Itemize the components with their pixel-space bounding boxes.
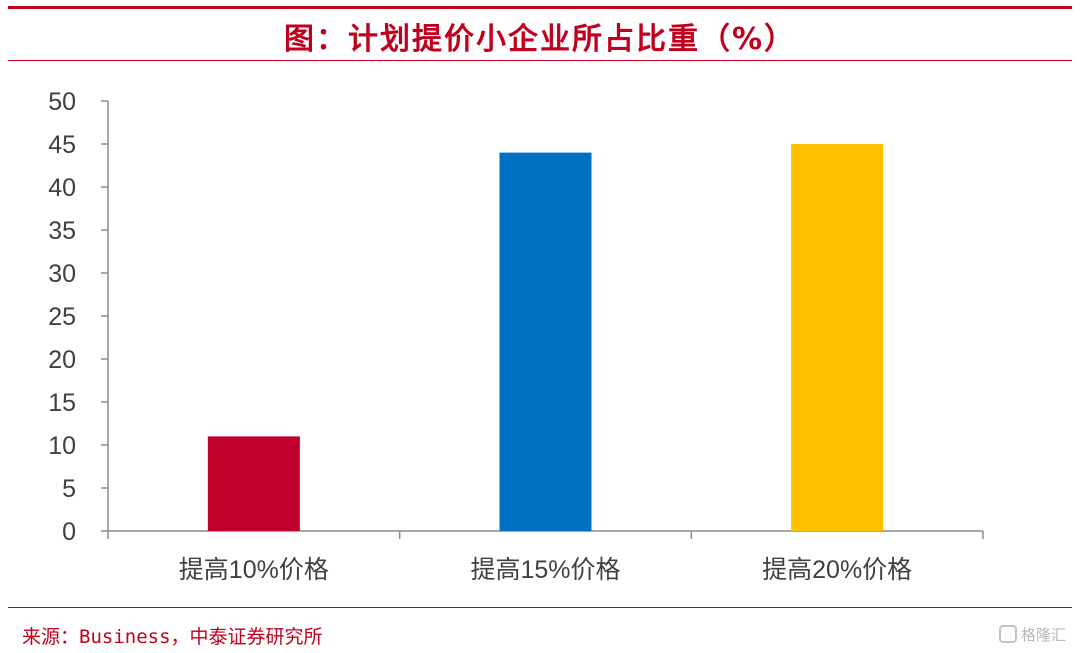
bar <box>499 152 592 531</box>
bars <box>207 144 884 531</box>
y-tick-label: 40 <box>48 174 76 202</box>
bottom-rule <box>8 607 1072 608</box>
x-labels: 提高10%价格 提高15%价格 提高20%价格 <box>179 556 912 584</box>
watermark-logo-icon <box>998 625 1017 643</box>
bar <box>791 144 884 531</box>
watermark: 格隆汇 <box>998 624 1066 645</box>
y-tick-label: 25 <box>48 303 76 331</box>
y-tick-label: 0 <box>62 518 76 546</box>
y-tick-label: 45 <box>48 131 76 159</box>
watermark-text: 格隆汇 <box>1020 626 1066 644</box>
y-tick-label: 10 <box>48 432 76 460</box>
chart-title: 图：计划提价小企业所占比重（%） <box>283 22 797 57</box>
x-axis <box>107 530 984 539</box>
title-rule <box>8 60 1072 61</box>
y-tick-label: 5 <box>62 475 76 503</box>
x-category-label: 提高10%价格 <box>179 556 329 584</box>
y-tick-label: 30 <box>48 260 76 288</box>
bar-chart: 0 5 10 15 20 25 30 35 40 45 50 提高10%价格 提高15%价格 提高20%… <box>48 88 984 584</box>
bar <box>207 436 300 531</box>
y-tick-label: 15 <box>48 389 76 417</box>
x-category-label: 提高20%价格 <box>762 556 912 584</box>
y-axis: 0 5 10 15 20 25 30 35 40 45 50 <box>48 88 109 546</box>
y-tick-label: 20 <box>48 346 76 374</box>
x-category-label: 提高15%价格 <box>470 556 620 584</box>
y-tick-label: 50 <box>48 88 76 116</box>
y-tick-label: 35 <box>48 217 76 245</box>
source-note: 来源：Business，中泰证券研究所 <box>22 626 323 648</box>
top-rule <box>8 6 1072 9</box>
